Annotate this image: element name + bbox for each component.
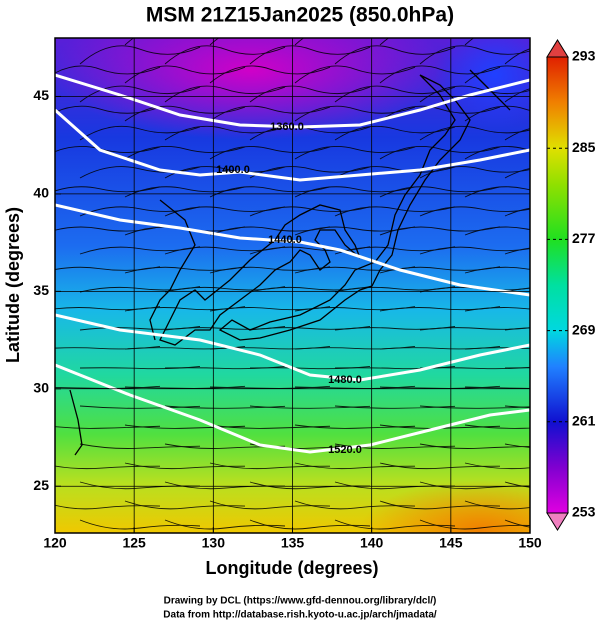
credit: Data from http://database.rish.kyoto-u.a… bbox=[163, 610, 437, 621]
contour-label: 1520.0 bbox=[328, 444, 362, 456]
credit: Drawing by DCL (https://www.gfd-dennou.o… bbox=[164, 596, 437, 607]
streamline bbox=[504, 287, 530, 293]
streamline bbox=[464, 226, 530, 236]
x-tick-label: 120 bbox=[43, 535, 67, 551]
colorbar-extend-high bbox=[546, 39, 569, 58]
x-tick-label: 150 bbox=[518, 535, 542, 551]
streamline bbox=[464, 500, 530, 510]
colorbar-tick-label: 253 bbox=[572, 504, 596, 520]
colorbar-tick-label: 261 bbox=[572, 413, 596, 429]
contour-line bbox=[55, 73, 530, 129]
streamline bbox=[504, 327, 530, 331]
y-axis-label: Latitude (degrees) bbox=[3, 207, 23, 363]
streamline bbox=[464, 386, 530, 389]
x-axis-label: Longitude (degrees) bbox=[205, 558, 378, 578]
streamline bbox=[504, 519, 530, 528]
x-tick-label: 140 bbox=[360, 535, 384, 551]
plot-frame bbox=[54, 37, 531, 534]
contour-label: 1400.0 bbox=[216, 164, 250, 176]
colorbar-extend-low bbox=[546, 512, 569, 531]
colorbar-tick-label: 293 bbox=[572, 48, 596, 64]
streamline bbox=[249, 166, 371, 179]
y-tick-label: 40 bbox=[33, 185, 49, 201]
x-tick-label: 145 bbox=[439, 535, 463, 551]
colorbar-tick-label: 269 bbox=[572, 321, 596, 337]
field bbox=[55, 38, 530, 533]
contour-label: 1480.0 bbox=[328, 374, 362, 386]
x-tick-label: 130 bbox=[202, 535, 226, 551]
y-tick-label: 45 bbox=[33, 87, 49, 103]
contour-line bbox=[55, 108, 530, 182]
y-tick-label: 25 bbox=[33, 477, 49, 493]
streamline bbox=[504, 207, 530, 217]
streamline bbox=[464, 462, 530, 470]
streamline bbox=[464, 65, 530, 84]
contour-line bbox=[55, 363, 530, 454]
colorbar-tick-label: 285 bbox=[572, 139, 596, 155]
streamline bbox=[504, 247, 530, 255]
streamline bbox=[504, 443, 530, 448]
streamline bbox=[504, 88, 530, 103]
y-tick-label: 35 bbox=[33, 282, 49, 298]
coastline bbox=[69, 69, 511, 456]
streamline bbox=[419, 166, 530, 179]
streamline bbox=[464, 307, 530, 312]
streamline bbox=[464, 424, 530, 429]
streamline bbox=[464, 146, 530, 160]
streamline bbox=[504, 367, 530, 369]
x-tick-label: 135 bbox=[281, 535, 305, 551]
chart-title: MSM 21Z15Jan2025 (850.0hPa) bbox=[146, 4, 454, 27]
contour-line bbox=[55, 313, 530, 382]
contour-label: 1360.0 bbox=[270, 121, 304, 133]
streamline bbox=[504, 405, 530, 409]
streamline bbox=[464, 266, 530, 274]
streamline bbox=[464, 186, 530, 198]
streamline bbox=[164, 166, 286, 179]
streamline bbox=[464, 347, 530, 350]
colorbar bbox=[546, 39, 569, 531]
streamline bbox=[464, 105, 530, 122]
streamline bbox=[334, 166, 456, 179]
streamline bbox=[504, 168, 530, 179]
streamline bbox=[79, 166, 201, 179]
y-tick-label: 30 bbox=[33, 379, 49, 395]
colorbar-tick-label: 277 bbox=[572, 230, 596, 246]
streamline bbox=[504, 48, 530, 65]
colorbar-scale bbox=[546, 56, 569, 514]
streamline bbox=[504, 128, 530, 141]
contour-line bbox=[55, 203, 530, 297]
x-tick-label: 125 bbox=[122, 535, 146, 551]
contour-label: 1440.0 bbox=[268, 234, 302, 246]
